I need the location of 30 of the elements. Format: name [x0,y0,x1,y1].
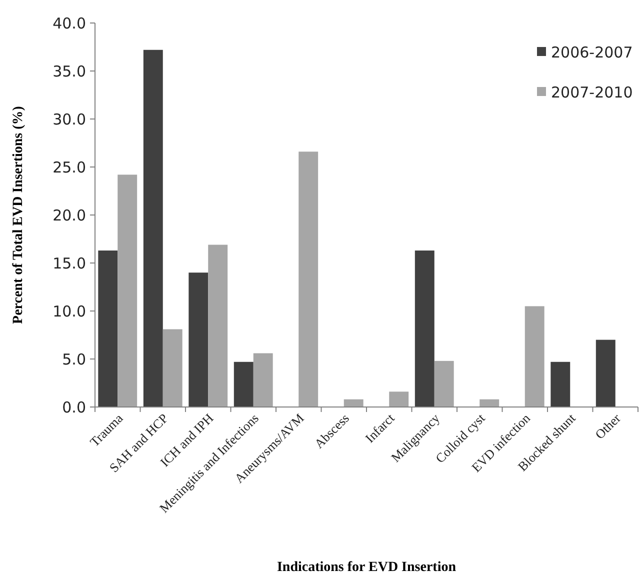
y-axis-title: Percent of Total EVD Insertions (%) [11,106,26,324]
y-tick-label: 25.0 [52,158,86,176]
legend-label: 2006-2007 [551,43,633,62]
bar [434,360,454,407]
bar [480,399,500,407]
bar [596,340,616,407]
y-tick-label: 30.0 [52,110,86,128]
bar [550,362,570,407]
bar [389,392,409,407]
y-tick-label: 0.0 [62,398,86,416]
y-tick-label: 40.0 [52,14,86,32]
bar [344,399,364,407]
bar [298,152,318,407]
bar [98,250,118,407]
bar [162,329,182,407]
y-tick-label: 5.0 [62,350,86,368]
bar [188,272,208,407]
bar [524,306,544,407]
bar [208,244,228,407]
bar [414,250,434,407]
y-tick-label: 10.0 [52,302,86,320]
legend-label: 2007-2010 [551,83,633,102]
y-tick-label: 20.0 [52,206,86,224]
bar [118,174,138,407]
x-axis-title: Indications for EVD Insertion [276,560,456,575]
y-tick-label: 15.0 [52,254,86,272]
bar [234,362,254,407]
bar [143,50,163,407]
y-tick-label: 35.0 [52,62,86,80]
bar [253,353,273,407]
